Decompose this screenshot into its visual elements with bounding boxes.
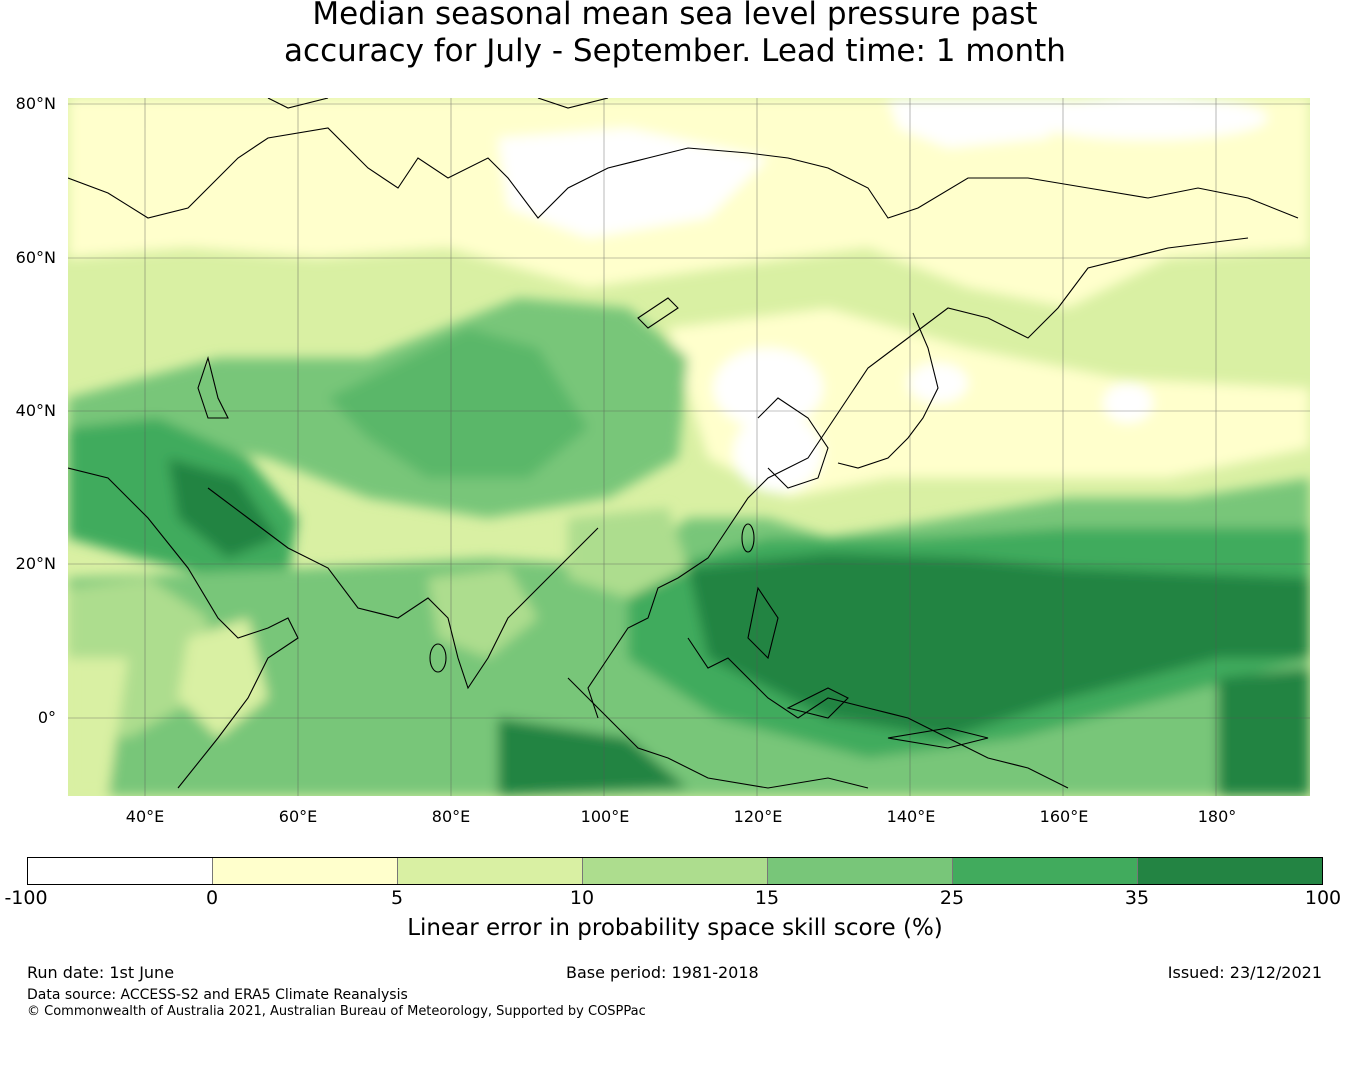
- base-period: Base period: 1981-2018: [566, 963, 759, 982]
- lon-label-160e: 160°E: [1039, 807, 1089, 826]
- lat-label-20n: 20°N: [15, 554, 56, 573]
- lat-label-60n: 60°N: [15, 248, 56, 267]
- lon-label-120e: 120°E: [733, 807, 783, 826]
- map-graticule: [68, 98, 1310, 796]
- skill-score-map: [68, 98, 1310, 796]
- colorbar-segment: [583, 858, 768, 884]
- skill-regions: [68, 98, 1310, 796]
- map-coastlines: [68, 98, 1299, 789]
- colorbar-segment: [28, 858, 213, 884]
- lon-label-80e: 80°E: [431, 807, 471, 826]
- colorbar-segment: [1138, 858, 1322, 884]
- colorbar-tick: 5: [390, 887, 404, 909]
- issued-date: Issued: 23/12/2021: [1167, 963, 1322, 982]
- data-source: Data source: ACCESS-S2 and ERA5 Climate …: [27, 987, 408, 1003]
- colorbar-tick: -100: [4, 887, 48, 909]
- colorbar-tick: 35: [1124, 887, 1150, 909]
- colorbar: [27, 857, 1323, 885]
- colorbar-segment: [768, 858, 953, 884]
- map-svg: [68, 98, 1310, 796]
- lat-label-equator: 0°: [37, 708, 56, 727]
- colorbar-label: Linear error in probability space skill …: [407, 915, 943, 941]
- lon-label-180: 180°: [1197, 807, 1237, 826]
- colorbar-tick: 10: [569, 887, 595, 909]
- copyright-notice: © Commonwealth of Australia 2021, Austra…: [27, 1004, 646, 1019]
- lon-label-140e: 140°E: [886, 807, 936, 826]
- lat-label-40n: 40°N: [15, 401, 56, 420]
- colorbar-tick: 100: [1304, 887, 1342, 909]
- colorbar-tick: 15: [754, 887, 780, 909]
- colorbar-tick: 25: [939, 887, 965, 909]
- lon-label-40e: 40°E: [125, 807, 165, 826]
- title-line-2: accuracy for July - September. Lead time…: [284, 33, 1066, 69]
- title-line-1: Median seasonal mean sea level pressure …: [312, 0, 1038, 32]
- lon-label-60e: 60°E: [278, 807, 318, 826]
- colorbar-segment: [398, 858, 583, 884]
- run-date: Run date: 1st June: [27, 963, 175, 982]
- lat-label-80n: 80°N: [15, 94, 56, 113]
- colorbar-segment: [213, 858, 398, 884]
- chart-title: Median seasonal mean sea level pressure …: [0, 0, 1350, 70]
- colorbar-segment: [953, 858, 1138, 884]
- colorbar-tick: 0: [205, 887, 219, 909]
- lon-label-100e: 100°E: [580, 807, 630, 826]
